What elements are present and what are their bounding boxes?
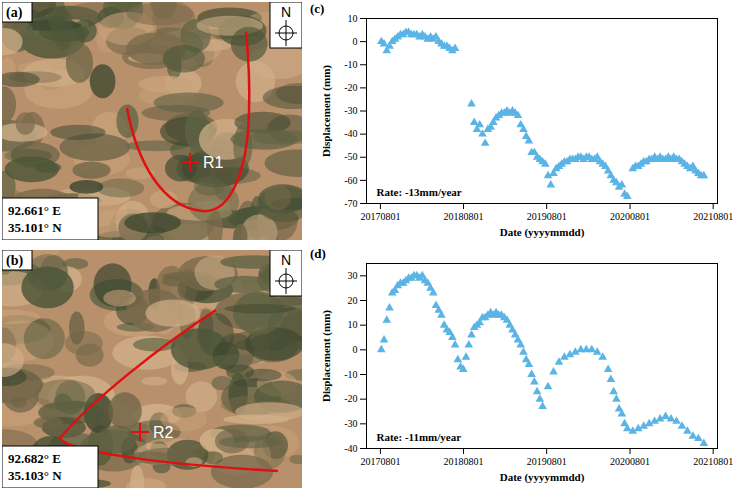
svg-text:Displacement (mm): Displacement (mm) bbox=[320, 65, 333, 157]
svg-text:92.661° E: 92.661° E bbox=[8, 203, 61, 218]
svg-text:20190801: 20190801 bbox=[527, 456, 567, 467]
svg-text:20210801: 20210801 bbox=[693, 211, 733, 222]
svg-text:N: N bbox=[281, 4, 291, 20]
svg-text:10: 10 bbox=[348, 13, 358, 24]
svg-text:-60: -60 bbox=[344, 175, 357, 186]
svg-text:R1: R1 bbox=[203, 154, 224, 171]
html-text:(d): (d) bbox=[310, 246, 326, 261]
svg-text:-40: -40 bbox=[344, 128, 357, 139]
svg-text:20190801: 20190801 bbox=[527, 211, 567, 222]
svg-text:-30: -30 bbox=[344, 105, 357, 116]
svg-text:30: 30 bbox=[348, 270, 358, 281]
svg-text:35.103° N: 35.103° N bbox=[8, 468, 62, 483]
svg-text:20210801: 20210801 bbox=[693, 456, 733, 467]
svg-text:-30: -30 bbox=[344, 418, 357, 429]
svg-text:20170801: 20170801 bbox=[360, 211, 400, 222]
svg-text:20180801: 20180801 bbox=[444, 211, 484, 222]
svg-text:-20: -20 bbox=[344, 393, 357, 404]
svg-text:Rate: -11mm/year: Rate: -11mm/year bbox=[377, 431, 462, 443]
svg-text:0: 0 bbox=[353, 36, 358, 47]
svg-text:-10: -10 bbox=[344, 369, 357, 380]
svg-text:20200801: 20200801 bbox=[610, 211, 650, 222]
svg-text:N: N bbox=[281, 252, 291, 268]
html-text:(c): (c) bbox=[310, 1, 325, 16]
svg-text:92.682° E: 92.682° E bbox=[8, 451, 61, 466]
svg-text:(a): (a) bbox=[6, 5, 23, 21]
svg-text:-40: -40 bbox=[344, 443, 357, 454]
svg-text:-10: -10 bbox=[344, 59, 357, 70]
svg-text:20180801: 20180801 bbox=[444, 456, 484, 467]
svg-text:-50: -50 bbox=[344, 151, 357, 162]
svg-text:20: 20 bbox=[348, 295, 358, 306]
svg-text:10: 10 bbox=[348, 319, 358, 330]
svg-text:Date (yyyymmdd): Date (yyyymmdd) bbox=[500, 471, 585, 484]
svg-text:Date (yyyymmdd): Date (yyyymmdd) bbox=[500, 226, 585, 239]
svg-text:R2: R2 bbox=[153, 424, 174, 441]
svg-text:-70: -70 bbox=[344, 198, 357, 209]
svg-text:0: 0 bbox=[353, 344, 358, 355]
svg-text:20170801: 20170801 bbox=[360, 456, 400, 467]
svg-text:20200801: 20200801 bbox=[610, 456, 650, 467]
svg-text:Displacement (mm): Displacement (mm) bbox=[320, 310, 333, 402]
svg-text:35.101° N: 35.101° N bbox=[8, 220, 62, 235]
svg-text:-20: -20 bbox=[344, 82, 357, 93]
svg-text:Rate: -13mm/year: Rate: -13mm/year bbox=[377, 186, 462, 198]
svg-text:(b): (b) bbox=[6, 253, 23, 269]
